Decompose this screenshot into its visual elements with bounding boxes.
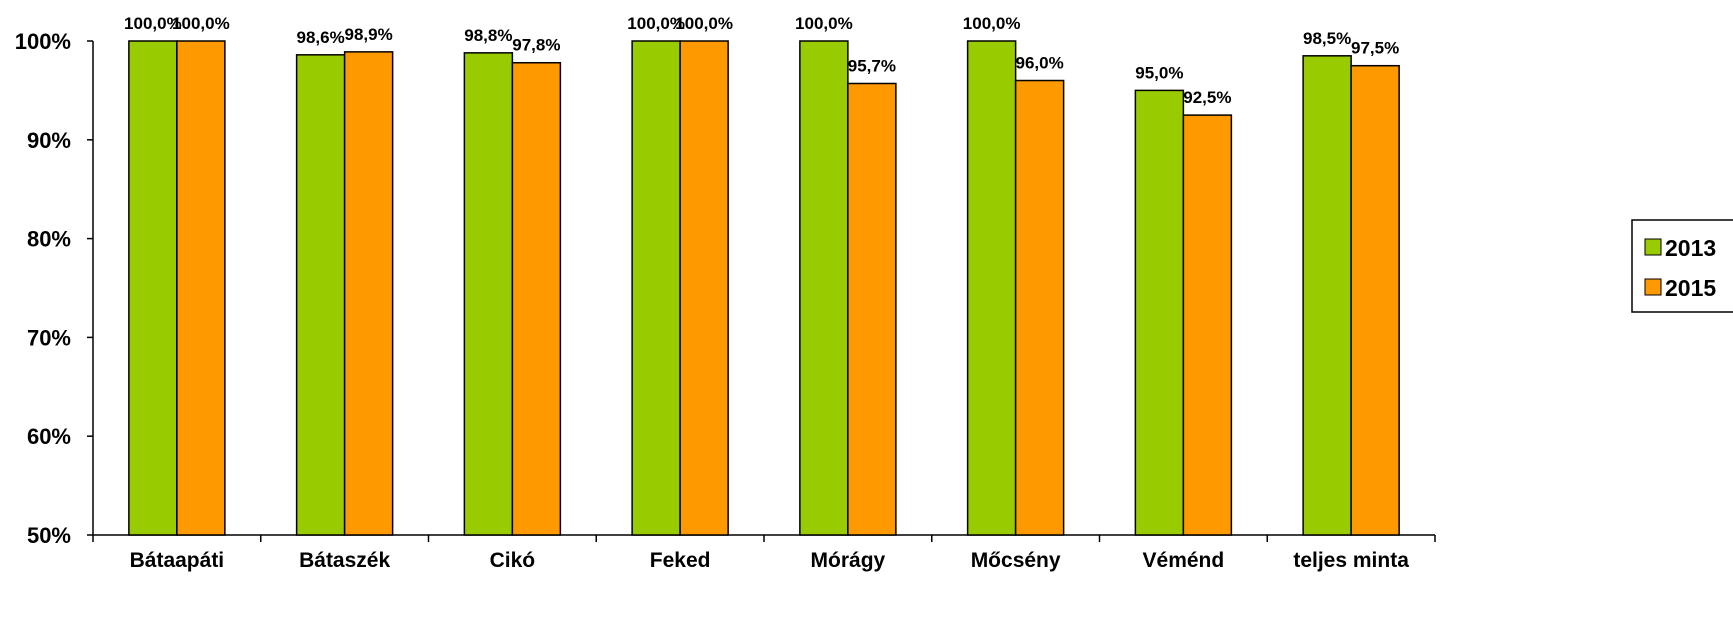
legend-swatch-2015 bbox=[1644, 278, 1662, 296]
bar-2015 bbox=[847, 82, 897, 536]
data-label-2013: 98,8% bbox=[464, 26, 512, 45]
data-label-2015: 95,7% bbox=[848, 56, 896, 75]
x-axis: Bátaapáti Bátaszék Cikó Feked Mórágy Mőcsény V… bbox=[92, 534, 1436, 572]
bar-2015 bbox=[1014, 79, 1065, 536]
x-tick-label: Cikó bbox=[490, 549, 536, 572]
legend-swatch-2013 bbox=[1644, 238, 1662, 256]
bar-2013 bbox=[799, 40, 849, 536]
bar-2013 bbox=[966, 40, 1017, 536]
data-labels: 100,0%100,0%98,6% 98,9% 98,8%97,8%100,0%10… bbox=[124, 14, 1399, 107]
data-label-2013: 100,0% bbox=[963, 14, 1021, 33]
data-label-2015: 97,5% bbox=[1351, 39, 1399, 58]
data-label-2013: 100,0% bbox=[124, 14, 182, 33]
bars bbox=[128, 40, 1400, 536]
bar-2015 bbox=[1182, 114, 1233, 536]
y-tick-label: 100% bbox=[15, 29, 71, 54]
bar-2013 bbox=[1134, 89, 1185, 536]
legend: 2013 2015 bbox=[1631, 219, 1733, 313]
bar-2015 bbox=[511, 61, 562, 536]
data-label-2015: 100,0% bbox=[675, 14, 733, 33]
y-axis: 50% 60% 70% 80% 90% 100% bbox=[15, 29, 94, 548]
x-tick-label: teljes minta bbox=[1293, 549, 1409, 572]
x-tick-label: Véménd bbox=[1143, 549, 1225, 572]
data-label-2015: 100,0% bbox=[172, 14, 230, 33]
data-label-2013: 98,5% bbox=[1303, 29, 1351, 48]
y-tick-label: 90% bbox=[27, 128, 71, 153]
data-label-2015: 92,5% bbox=[1183, 88, 1231, 107]
data-label-2015: 96,0% bbox=[1016, 54, 1064, 73]
x-tick-label: Bátaszék bbox=[299, 549, 390, 572]
x-tick-label: Mórágy bbox=[811, 549, 886, 572]
data-label-2013: 100,0% bbox=[795, 14, 853, 33]
legend-box bbox=[1631, 219, 1733, 313]
bar-2013 bbox=[295, 54, 346, 536]
y-tick-label: 60% bbox=[27, 424, 71, 449]
y-tick-label: 70% bbox=[27, 325, 71, 350]
data-label-2013: 100,0% bbox=[627, 14, 685, 33]
legend-label-2013: 2013 bbox=[1665, 235, 1716, 261]
bar-2013 bbox=[463, 52, 514, 536]
y-tick-label: 50% bbox=[27, 523, 71, 548]
y-tick-label: 80% bbox=[27, 227, 71, 252]
data-label-2015: 97,8% bbox=[512, 36, 560, 55]
data-label-2013: 98,6% bbox=[297, 28, 345, 47]
bar-2013 bbox=[1302, 55, 1352, 536]
bar-2015 bbox=[343, 51, 394, 536]
x-tick-label: Mőcsény bbox=[971, 549, 1061, 572]
bar-2015 bbox=[176, 40, 226, 536]
x-tick-label: Feked bbox=[650, 549, 711, 572]
bar-2015 bbox=[1350, 64, 1400, 536]
bar-2013 bbox=[128, 40, 178, 536]
data-label-2015: 98,9% bbox=[345, 25, 393, 44]
x-tick-label: Bátaapáti bbox=[130, 549, 225, 572]
legend-label-2015: 2015 bbox=[1665, 275, 1716, 301]
bar-2015 bbox=[679, 40, 729, 536]
data-label-2013: 95,0% bbox=[1135, 63, 1183, 82]
bar-2013 bbox=[631, 40, 681, 536]
